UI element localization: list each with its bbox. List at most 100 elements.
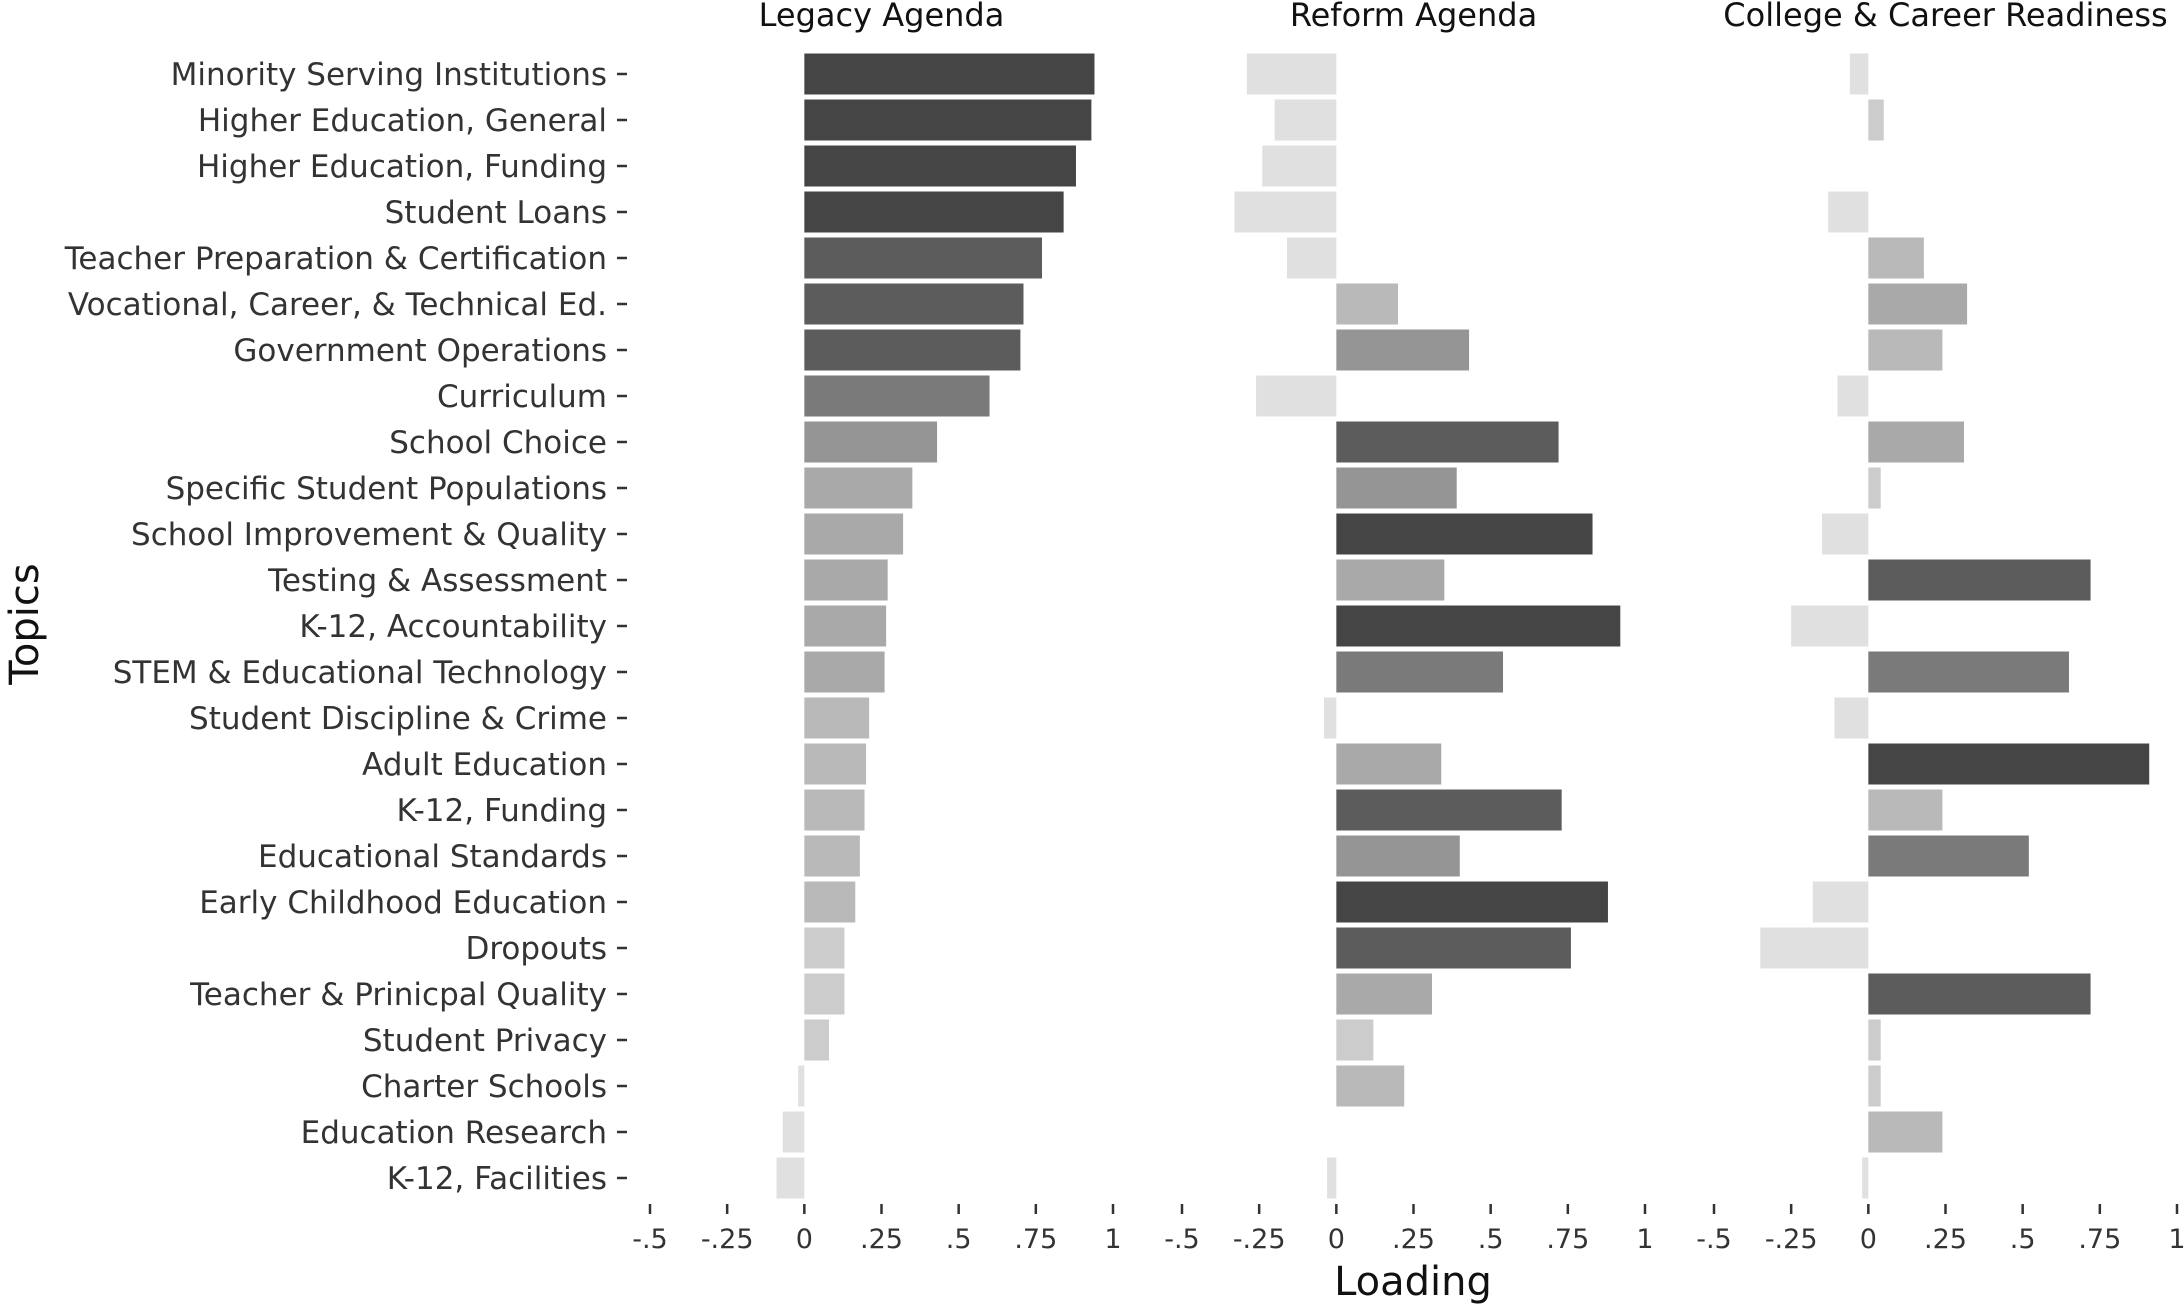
bar-legacy-agenda-testing-assessment	[804, 559, 888, 601]
bar-college-career-readiness-specific-student-populations	[1868, 467, 1881, 509]
bar-legacy-agenda-education-research	[782, 1111, 805, 1153]
y-tick-label-charter-schools: Charter Schools	[361, 1069, 607, 1105]
panel-title-college-career-readiness: College & Career Readiness	[1723, 0, 2167, 34]
x-tick-label-reform-agenda: -.5	[1164, 1224, 1200, 1255]
bar-reform-agenda-vocational-career-technical-ed	[1336, 283, 1399, 325]
x-tick-label-college-career-readiness: .25	[1924, 1224, 1967, 1255]
y-tick-label-student-discipline-crime: Student Discipline & Crime	[189, 701, 607, 737]
bar-legacy-agenda-stem-educational-technology	[804, 651, 885, 693]
y-tick-label-early-childhood-education: Early Childhood Education	[199, 885, 607, 921]
bar-legacy-agenda-student-loans	[804, 191, 1064, 233]
bar-college-career-readiness-curriculum	[1837, 375, 1869, 417]
bar-legacy-agenda-k-12-accountability	[804, 605, 887, 647]
bar-legacy-agenda-educational-standards	[804, 835, 860, 877]
y-tick-label-government-operations: Government Operations	[233, 333, 607, 369]
y-tick-label-stem-educational-technology: STEM & Educational Technology	[113, 655, 607, 691]
y-tick-label-dropouts: Dropouts	[466, 931, 608, 967]
x-tick-label-college-career-readiness: -.25	[1765, 1224, 1818, 1255]
bar-reform-agenda-k-12-facilities	[1327, 1157, 1337, 1199]
y-tick-label-k-12-facilities: K-12, Facilities	[387, 1161, 607, 1197]
bar-college-career-readiness-educational-standards	[1868, 835, 2029, 877]
x-axes: -.5 -.25 0 .25 .5 .75 1 -.5 -.25 0 .25 .5 .75 1 -.5 -.2…	[632, 1204, 2184, 1255]
bar-reform-agenda-school-improvement-quality	[1336, 513, 1593, 555]
y-tick-label-educational-standards: Educational Standards	[258, 839, 607, 875]
x-tick-label-legacy-agenda: 1	[1104, 1224, 1121, 1255]
y-tick-label-student-loans: Student Loans	[385, 195, 607, 231]
y-tick-label-teacher-prinicpal-quality: Teacher & Prinicpal Quality	[189, 977, 607, 1013]
bar-reform-agenda-teacher-prinicpal-quality	[1336, 973, 1433, 1015]
bar-college-career-readiness-school-choice	[1868, 421, 1965, 463]
x-tick-label-reform-agenda: 0	[1328, 1224, 1345, 1255]
bar-reform-agenda-minority-serving-institutions	[1246, 53, 1337, 95]
y-tick-label-k-12-accountability: K-12, Accountability	[299, 609, 607, 645]
x-tick-label-legacy-agenda: -.5	[632, 1224, 668, 1255]
bar-college-career-readiness-k-12-funding	[1868, 789, 1943, 831]
bar-college-career-readiness-k-12-facilities	[1862, 1157, 1869, 1199]
bar-reform-agenda-stem-educational-technology	[1336, 651, 1504, 693]
bar-legacy-agenda-school-choice	[804, 421, 938, 463]
bar-legacy-agenda-minority-serving-institutions	[804, 53, 1095, 95]
x-tick-label-reform-agenda: .75	[1546, 1224, 1589, 1255]
x-tick-label-college-career-readiness: .75	[2078, 1224, 2121, 1255]
bar-college-career-readiness-education-research	[1868, 1111, 1943, 1153]
bar-college-career-readiness-teacher-prinicpal-quality	[1868, 973, 2091, 1015]
x-tick-label-reform-agenda: .25	[1392, 1224, 1435, 1255]
x-tick-label-college-career-readiness: -.5	[1696, 1224, 1732, 1255]
bar-legacy-agenda-charter-schools	[798, 1065, 805, 1107]
y-tick-label-adult-education: Adult Education	[362, 747, 607, 783]
bar-college-career-readiness-early-childhood-education	[1812, 881, 1869, 923]
x-tick-label-legacy-agenda: .75	[1014, 1224, 1057, 1255]
y-tick-labels: Minority Serving Institutions Higher Educ…	[64, 57, 627, 1197]
y-tick-label-k-12-funding: K-12, Funding	[397, 793, 607, 829]
bars-layer	[776, 53, 2150, 1199]
y-tick-label-vocational-career-technical-ed: Vocational, Career, & Technical Ed.	[68, 287, 607, 323]
bar-reform-agenda-dropouts	[1336, 927, 1571, 969]
bar-legacy-agenda-student-privacy	[804, 1019, 830, 1061]
x-axis-title: Loading	[1334, 1259, 1492, 1305]
bar-legacy-agenda-higher-education-funding	[804, 145, 1076, 187]
bar-college-career-readiness-government-operations	[1868, 329, 1943, 371]
panel-title-reform-agenda: Reform Agenda	[1290, 0, 1537, 34]
x-tick-label-college-career-readiness: 1	[2168, 1224, 2184, 1255]
bar-legacy-agenda-school-improvement-quality	[804, 513, 904, 555]
bar-legacy-agenda-curriculum	[804, 375, 990, 417]
bar-legacy-agenda-vocational-career-technical-ed	[804, 283, 1024, 325]
bar-college-career-readiness-testing-assessment	[1868, 559, 2091, 601]
x-tick-label-reform-agenda: .5	[1478, 1224, 1504, 1255]
panel-title-legacy-agenda: Legacy Agenda	[759, 0, 1005, 34]
bar-reform-agenda-school-choice	[1336, 421, 1559, 463]
y-tick-label-education-research: Education Research	[301, 1115, 607, 1151]
bar-legacy-agenda-teacher-prinicpal-quality	[804, 973, 845, 1015]
y-tick-label-higher-education-funding: Higher Education, Funding	[197, 149, 607, 185]
bar-college-career-readiness-vocational-career-technical-ed	[1868, 283, 1968, 325]
x-tick-label-legacy-agenda: .25	[860, 1224, 903, 1255]
bar-college-career-readiness-k-12-accountability	[1791, 605, 1869, 647]
bar-college-career-readiness-higher-education-general	[1868, 99, 1884, 141]
bar-legacy-agenda-student-discipline-crime	[804, 697, 870, 739]
bar-reform-agenda-k-12-accountability	[1336, 605, 1621, 647]
x-tick-label-legacy-agenda: .5	[946, 1224, 972, 1255]
bar-reform-agenda-educational-standards	[1336, 835, 1460, 877]
bar-college-career-readiness-adult-education	[1868, 743, 2150, 785]
bar-reform-agenda-early-childhood-education	[1336, 881, 1608, 923]
bar-legacy-agenda-specific-student-populations	[804, 467, 913, 509]
bar-college-career-readiness-stem-educational-technology	[1868, 651, 2069, 693]
bar-legacy-agenda-adult-education	[804, 743, 867, 785]
bar-college-career-readiness-charter-schools	[1868, 1065, 1881, 1107]
y-tick-label-school-choice: School Choice	[389, 425, 607, 461]
y-tick-label-testing-assessment: Testing & Assessment	[267, 563, 607, 599]
y-tick-label-curriculum: Curriculum	[437, 379, 607, 415]
y-tick-label-student-privacy: Student Privacy	[363, 1023, 607, 1059]
bar-reform-agenda-curriculum	[1256, 375, 1337, 417]
x-tick-label-reform-agenda: 1	[1636, 1224, 1653, 1255]
bar-legacy-agenda-early-childhood-education	[804, 881, 856, 923]
y-tick-label-higher-education-general: Higher Education, General	[198, 103, 607, 139]
bar-reform-agenda-k-12-funding	[1336, 789, 1562, 831]
bar-legacy-agenda-higher-education-general	[804, 99, 1092, 141]
bar-reform-agenda-specific-student-populations	[1336, 467, 1457, 509]
bar-college-career-readiness-minority-serving-institutions	[1849, 53, 1869, 95]
bar-college-career-readiness-student-loans	[1828, 191, 1869, 233]
x-tick-label-college-career-readiness: 0	[1860, 1224, 1877, 1255]
bar-reform-agenda-higher-education-general	[1274, 99, 1337, 141]
